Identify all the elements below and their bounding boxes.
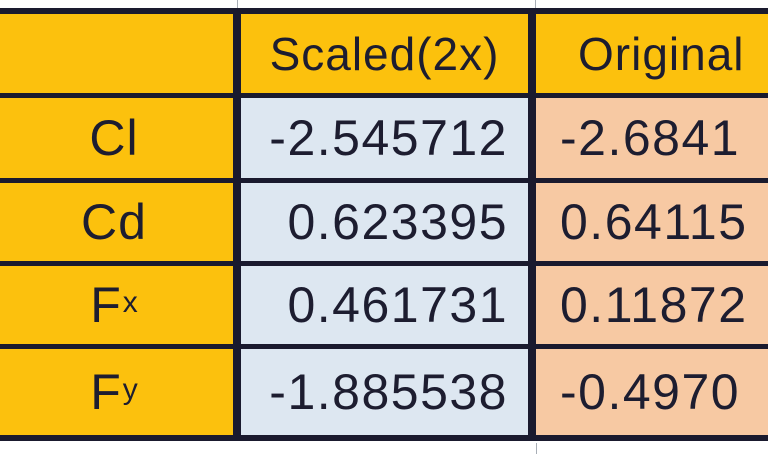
row-label-cl: Cl xyxy=(89,109,139,167)
cell-cl-scaled[interactable]: -2.545712 xyxy=(241,98,528,178)
original-column-header-cell[interactable]: Original xyxy=(536,14,768,93)
row-label-cell-cd[interactable]: Cd xyxy=(0,183,233,261)
cell-fy-scaled[interactable]: -1.885538 xyxy=(241,349,528,435)
cell-cd-scaled[interactable]: 0.623395 xyxy=(241,183,528,261)
cell-cd-original[interactable]: 0.64115 xyxy=(536,183,768,261)
row-label-subscript: y xyxy=(122,373,139,406)
value-cd-scaled: 0.623395 xyxy=(287,194,508,250)
row-label-cell-cl[interactable]: Cl xyxy=(0,98,233,178)
gridline-artifact xyxy=(536,443,537,454)
row-label-base: Cl xyxy=(89,110,139,166)
scaled-column-header-cell[interactable]: Scaled(2x) xyxy=(241,14,528,93)
value-fy-scaled: -1.885538 xyxy=(269,364,508,420)
cell-fx-scaled[interactable]: 0.461731 xyxy=(241,266,528,344)
value-cl-scaled: -2.545712 xyxy=(269,110,508,166)
row-label-cd: Cd xyxy=(81,193,148,251)
corner-header-cell[interactable] xyxy=(0,14,233,93)
row-label-base: F xyxy=(90,277,122,333)
row-label-base: Cd xyxy=(81,194,147,250)
gridline-artifact xyxy=(237,0,238,9)
row-label-subscript: x xyxy=(122,286,139,319)
scaled-column-header-label: Scaled(2x) xyxy=(269,27,500,80)
row-label-base: F xyxy=(90,364,122,420)
value-fy-original: -0.4970 xyxy=(560,364,741,420)
value-cd-original: 0.64115 xyxy=(560,194,748,250)
gridline-artifact xyxy=(535,0,536,9)
cell-fy-original[interactable]: -0.4970 xyxy=(536,349,768,435)
cell-cl-original[interactable]: -2.6841 xyxy=(536,98,768,178)
value-fx-scaled: 0.461731 xyxy=(287,277,508,333)
value-cl-original: -2.6841 xyxy=(560,110,741,166)
cell-fx-original[interactable]: 0.11872 xyxy=(536,266,768,344)
value-fx-original: 0.11872 xyxy=(560,277,748,333)
comparison-table: Scaled(2x) Original Cl -2.545712 -2.6841… xyxy=(0,8,768,441)
original-column-header-label: Original xyxy=(578,27,745,80)
